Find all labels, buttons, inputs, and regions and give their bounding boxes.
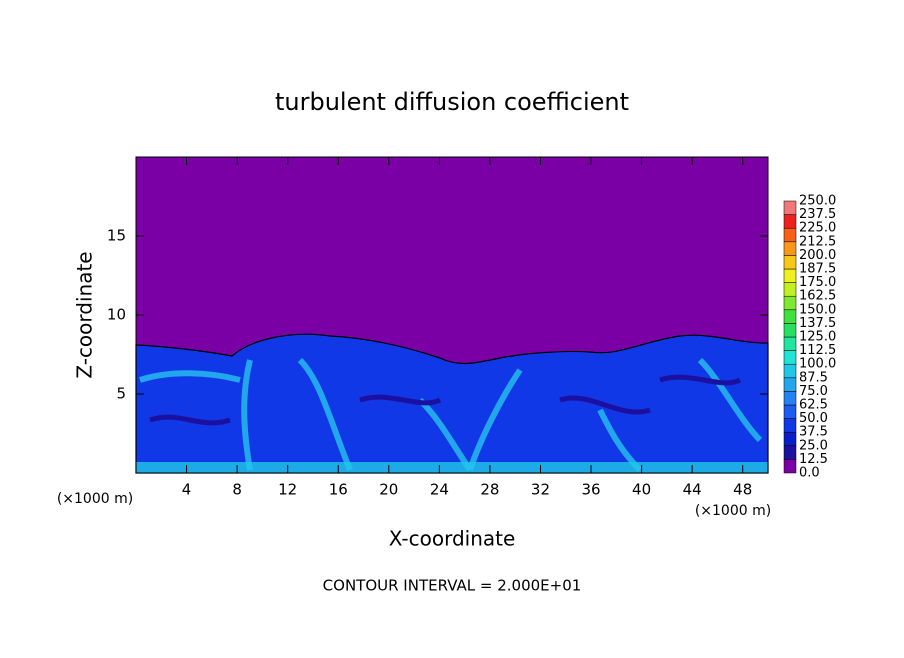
colorbar-label: 225.0: [799, 221, 836, 236]
colorbar-label: 100.0: [799, 357, 836, 372]
field-region: [135, 333, 769, 474]
colorbar-label: 137.5: [799, 316, 836, 331]
colorbar-label: 150.0: [799, 302, 836, 317]
colorbar-label: 12.5: [799, 452, 828, 467]
x-tick-label: 28: [480, 481, 499, 499]
colorbar-swatch: [783, 418, 797, 433]
x-axis-label: X-coordinate: [389, 527, 516, 551]
colorbar-label: 112.5: [799, 343, 836, 358]
colorbar-swatch: [783, 255, 797, 270]
field-streak: [149, 374, 742, 426]
x-unit: (×1000 m): [57, 491, 133, 507]
colorbar-swatch: [783, 309, 797, 324]
colorbar-label: 187.5: [799, 262, 836, 277]
colorbar-swatch: [783, 431, 797, 447]
colorbar-label: 62.5: [799, 398, 828, 413]
x-tick-label: 48: [733, 481, 752, 499]
colorbar-swatch: [783, 377, 797, 392]
colorbar-swatch: [783, 227, 797, 243]
x-tick-label: 36: [581, 481, 600, 499]
x-tick-label: 4: [182, 481, 192, 499]
x-tick-label: 44: [683, 481, 702, 499]
y-tick-label: 10: [107, 306, 126, 324]
colorbar-label: 87.5: [799, 370, 828, 385]
y-tick-label: 5: [116, 385, 126, 403]
footnote: CONTOUR INTERVAL = 2.000E+01: [323, 577, 582, 595]
colorbar-label: 25.0: [799, 438, 828, 453]
colorbar-label: 125.0: [799, 330, 836, 345]
colorbar-label: 175.0: [799, 275, 836, 290]
y-tick-label: 15: [107, 227, 126, 245]
field-region: [136, 462, 768, 473]
colorbar-swatch: [783, 404, 797, 419]
colorbar-label: 50.0: [799, 411, 828, 426]
colorbar-swatch: [783, 323, 797, 338]
x-tick-label: 40: [632, 481, 651, 499]
x-tick-label: 8: [232, 481, 242, 499]
colorbar-swatch: [783, 214, 797, 229]
colorbar-swatch: [783, 350, 797, 365]
colorbar-label: 37.5: [799, 425, 828, 440]
colorbar-label: 0.0: [799, 466, 820, 481]
chart-title: turbulent diffusion coefficient: [275, 88, 629, 116]
field-streak: [139, 357, 763, 473]
colorbar-swatch: [783, 363, 797, 379]
x-unit: (×1000 m): [695, 503, 771, 519]
colorbar-swatch: [783, 295, 797, 311]
colorbar-swatch: [783, 336, 797, 351]
colorbar-label: 212.5: [799, 234, 836, 249]
colorbar-label: 250.0: [799, 194, 836, 209]
x-tick-label: 16: [329, 481, 348, 499]
colorbar-swatch: [783, 200, 797, 215]
x-tick-label: 12: [278, 481, 297, 499]
x-tick-label: 24: [430, 481, 449, 499]
colorbar-swatch: [783, 459, 797, 474]
colorbar-label: 75.0: [799, 384, 828, 399]
colorbar-label: 162.5: [799, 289, 836, 304]
x-tick-label: 32: [531, 481, 550, 499]
colorbar-swatch: [783, 282, 797, 297]
colorbar-swatch: [783, 391, 797, 406]
colorbar-label: 200.0: [799, 248, 836, 263]
colorbar-swatch: [783, 445, 797, 460]
colorbar-swatch: [783, 241, 797, 256]
x-tick-label: 20: [379, 481, 398, 499]
colorbar-swatch: [783, 268, 797, 283]
y-axis-label: Z-coordinate: [73, 251, 97, 378]
contour-field: [135, 157, 769, 474]
colorbar-label: 237.5: [799, 207, 836, 222]
